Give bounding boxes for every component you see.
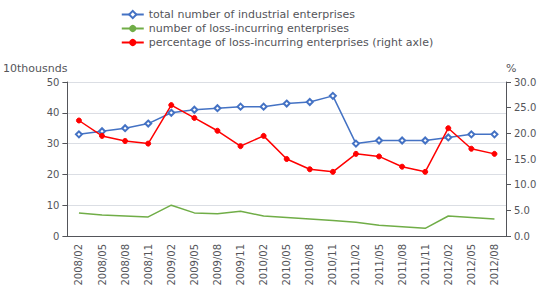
svg-text:15.0: 15.0: [514, 154, 536, 165]
svg-text:total number of industrial ent: total number of industrial enterprises: [149, 8, 355, 21]
svg-text:2011/05: 2011/05: [374, 244, 385, 286]
svg-text:2011/08: 2011/08: [397, 244, 408, 286]
svg-text:2010/08: 2010/08: [304, 244, 315, 286]
svg-text:2009/11: 2009/11: [235, 244, 246, 286]
svg-text:2009/08: 2009/08: [212, 244, 223, 286]
svg-text:10thousnds: 10thousnds: [3, 62, 68, 75]
svg-text:2011/02: 2011/02: [350, 244, 361, 286]
svg-text:percentage of loss-incurring e: percentage of loss-incurring enterprises…: [149, 36, 433, 49]
svg-text:2008/08: 2008/08: [120, 244, 131, 286]
svg-text:2011/11: 2011/11: [420, 244, 431, 286]
svg-text:40: 40: [47, 107, 60, 118]
svg-text:50: 50: [47, 77, 60, 88]
svg-text:%: %: [506, 62, 516, 75]
svg-text:10: 10: [47, 200, 60, 211]
svg-text:2009/05: 2009/05: [189, 244, 200, 286]
svg-text:10.0: 10.0: [514, 179, 536, 190]
svg-text:2012/08: 2012/08: [489, 244, 500, 286]
svg-text:25.0: 25.0: [514, 102, 536, 113]
svg-text:0: 0: [53, 231, 59, 242]
svg-text:number of loss-incurring enter: number of loss-incurring enterprises: [149, 22, 350, 35]
svg-text:2008/05: 2008/05: [97, 244, 108, 286]
svg-text:30: 30: [47, 138, 60, 149]
svg-text:2008/11: 2008/11: [143, 244, 154, 286]
svg-text:30.0: 30.0: [514, 77, 536, 88]
svg-text:2009/02: 2009/02: [166, 244, 177, 286]
svg-text:2012/05: 2012/05: [466, 244, 477, 286]
svg-text:2010/02: 2010/02: [258, 244, 269, 286]
svg-text:0.0: 0.0: [514, 231, 530, 242]
svg-text:20: 20: [47, 169, 60, 180]
svg-text:5.0: 5.0: [514, 205, 530, 216]
svg-text:20.0: 20.0: [514, 128, 536, 139]
svg-text:2008/02: 2008/02: [73, 244, 84, 286]
svg-text:2010/11: 2010/11: [327, 244, 338, 286]
svg-text:2012/02: 2012/02: [443, 244, 454, 286]
svg-text:2010/05: 2010/05: [281, 244, 292, 286]
